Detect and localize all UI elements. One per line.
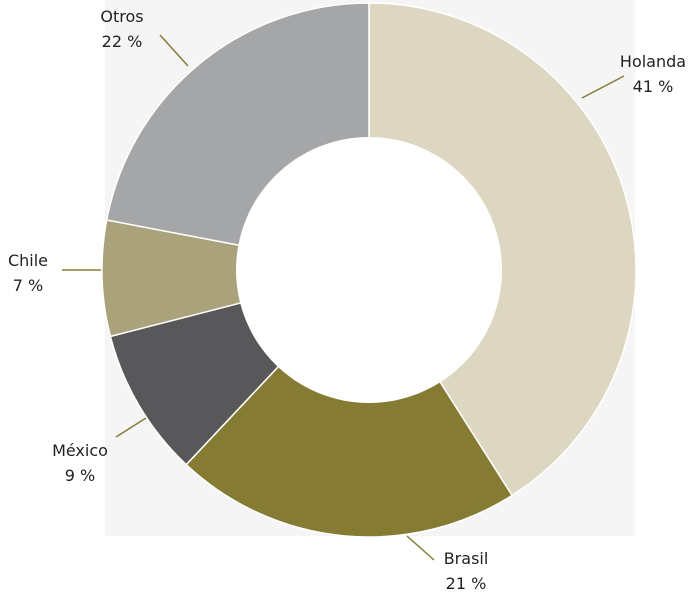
leader-line-mexico (115, 417, 147, 438)
leader-line-brasil (406, 535, 435, 561)
leader-line-otros (159, 34, 189, 67)
slice-chile (101, 219, 370, 338)
leader-lines (62, 34, 625, 561)
slice-label-holanda: Holanda (620, 52, 686, 71)
donut-hole (236, 137, 502, 403)
slice-value-brasil: 21 % (446, 574, 487, 593)
slice-value-chile: 7 % (13, 276, 43, 295)
slice-label-mexico: México (52, 441, 108, 460)
slice-brasil (185, 268, 514, 538)
leader-line-holanda (581, 75, 625, 99)
slice-value-otros: 22 % (102, 32, 143, 51)
slice-label-otros: Otros (100, 7, 143, 26)
slice-label-brasil: Brasil (444, 549, 489, 568)
slice-labels: Holanda 41 % Brasil 21 % México 9 % Chile 7 % Ot… (8, 7, 686, 593)
slice-value-holanda: 41 % (633, 77, 674, 96)
slice-label-chile: Chile (8, 251, 48, 270)
slice-value-mexico: 9 % (65, 466, 95, 485)
